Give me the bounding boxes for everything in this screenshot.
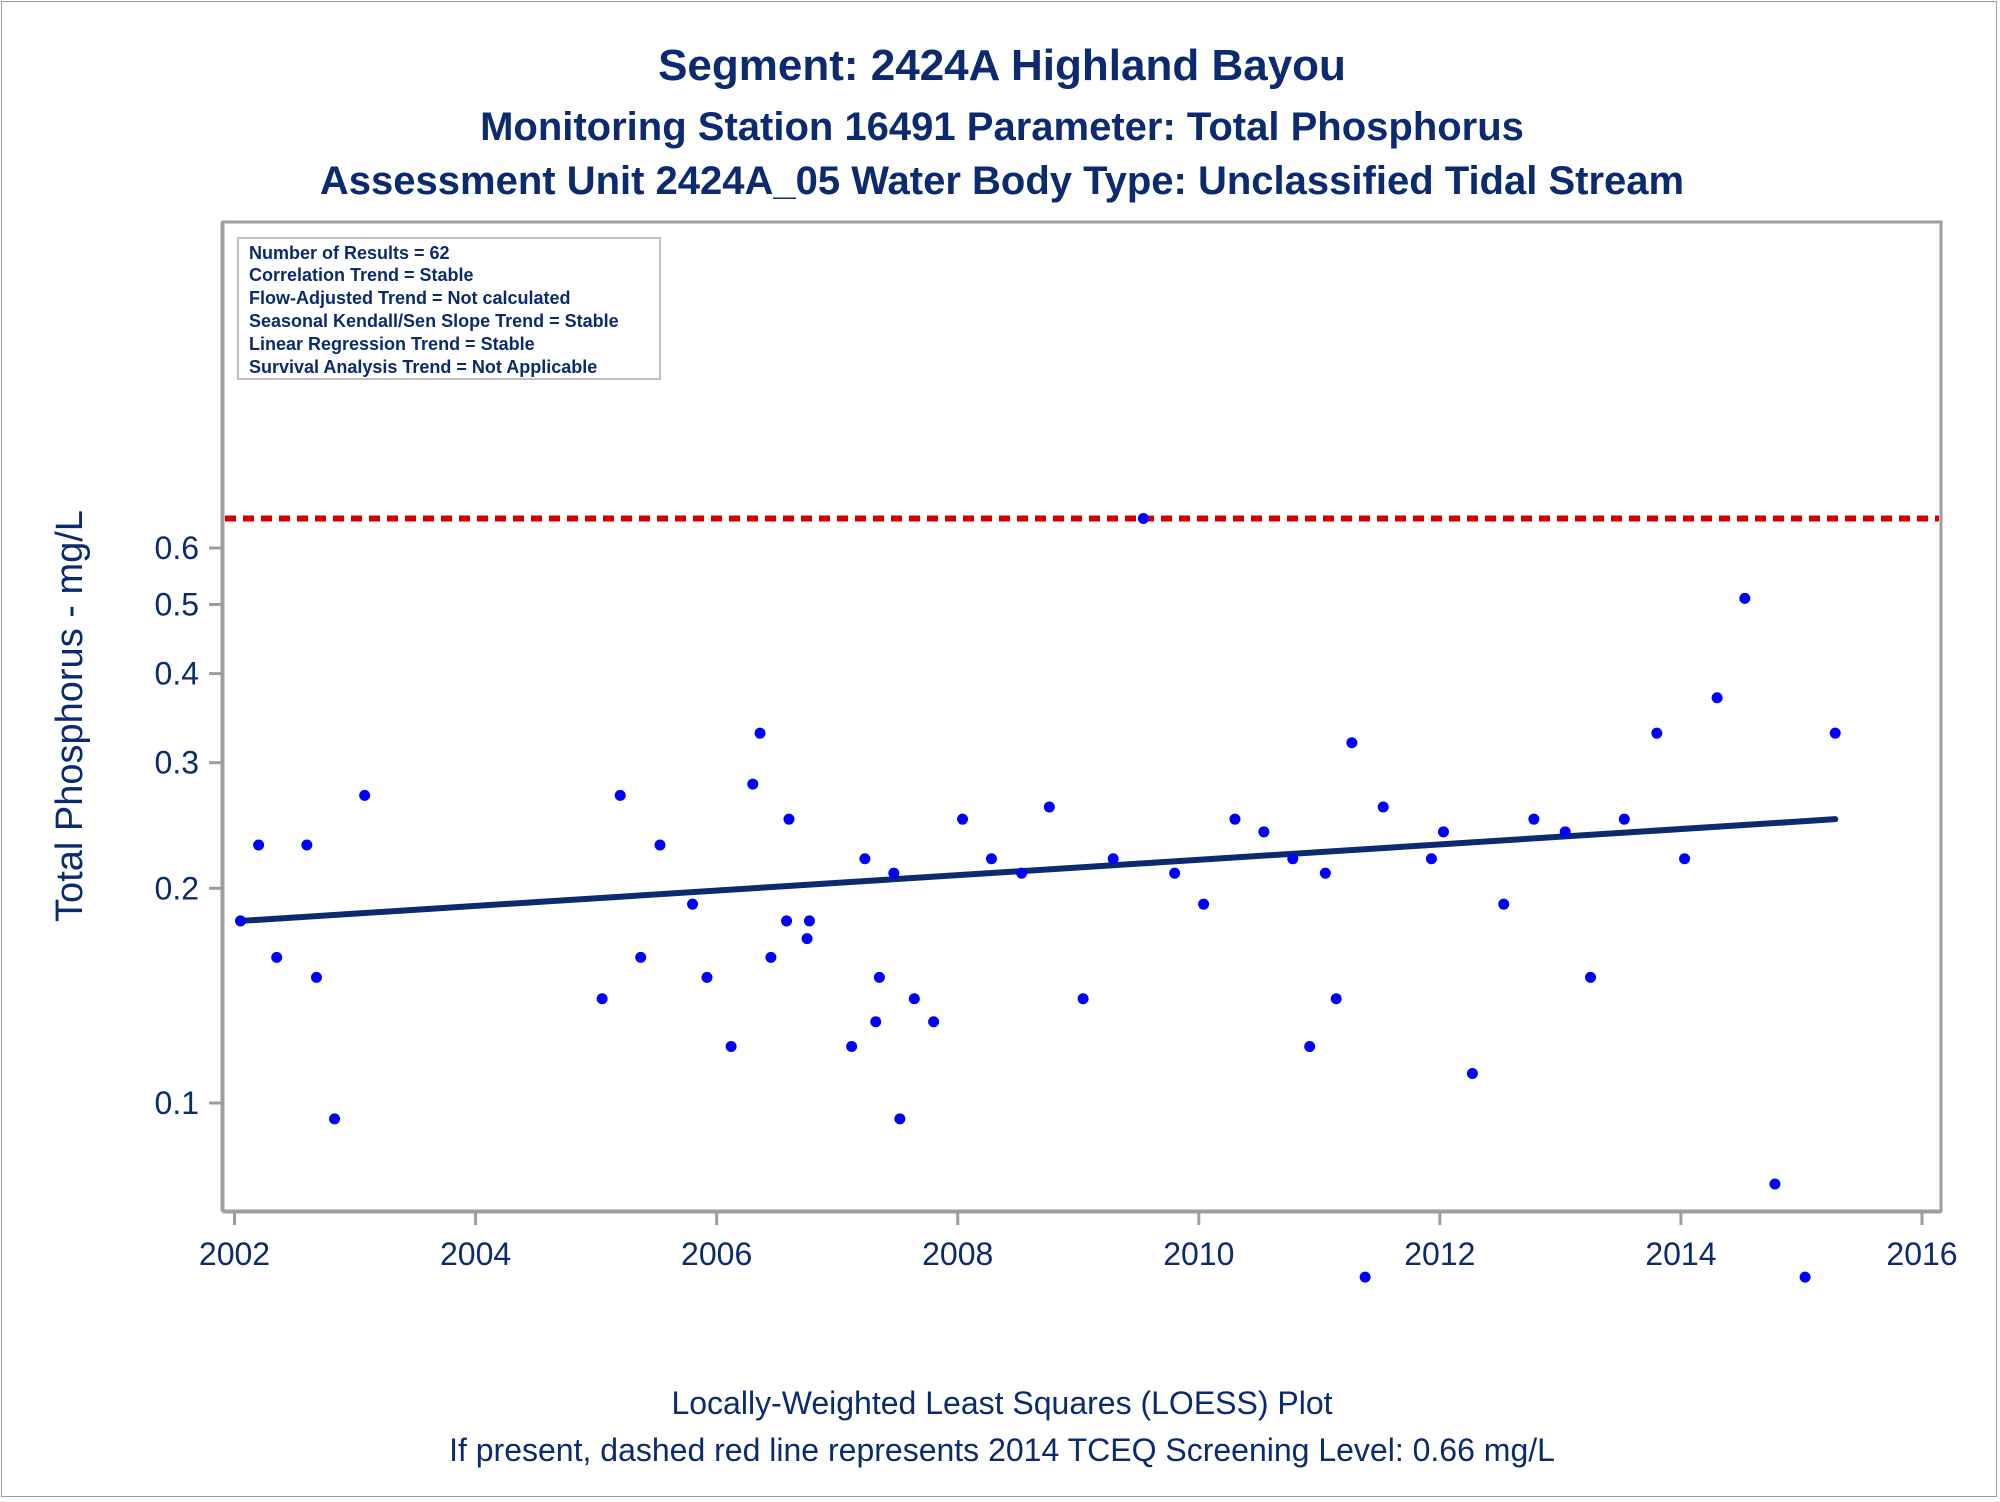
data-point	[1651, 727, 1663, 739]
data-point	[1618, 813, 1630, 825]
data-point	[888, 867, 900, 879]
data-point	[765, 951, 777, 963]
data-point	[1077, 993, 1089, 1005]
data-point	[1169, 867, 1181, 879]
data-point	[1229, 813, 1241, 825]
x-tick-label: 2014	[1645, 1236, 1716, 1272]
x-axis: 2002 2004 2006 2008 2010 2012 2014 2016	[199, 1210, 1958, 1272]
data-point	[1287, 853, 1299, 865]
data-point	[783, 813, 795, 825]
data-point	[235, 915, 247, 927]
data-point	[1304, 1041, 1316, 1053]
data-point	[873, 971, 885, 983]
trend-info-line: Linear Regression Trend = Stable	[249, 334, 535, 354]
data-point	[908, 993, 920, 1005]
y-axis-label: Total Phosphorus - mg/L	[49, 510, 91, 922]
data-point	[329, 1113, 341, 1125]
trend-info-line: Number of Results = 62	[249, 243, 450, 263]
trend-info-box: Number of Results = 62 Correlation Trend…	[237, 237, 661, 380]
trend-info-line: Seasonal Kendall/Sen Slope Trend = Stabl…	[249, 311, 619, 331]
x-tick-label: 2012	[1404, 1236, 1475, 1272]
data-point	[754, 727, 766, 739]
x-tick-label: 2008	[922, 1236, 993, 1272]
data-point	[1377, 801, 1389, 813]
data-point	[1425, 853, 1437, 865]
data-point	[1769, 1178, 1781, 1190]
data-point	[359, 789, 371, 801]
data-point	[1258, 826, 1270, 838]
data-point	[1137, 512, 1149, 524]
y-tick-label: 0.1	[155, 1085, 199, 1121]
data-point	[801, 933, 813, 945]
data-point	[957, 813, 969, 825]
chart-title: Segment: 2424A Highland Bayou	[658, 41, 1346, 90]
y-tick-label: 0.4	[155, 656, 199, 692]
data-point	[1198, 898, 1210, 910]
data-point	[894, 1113, 906, 1125]
data-point	[1437, 826, 1449, 838]
data-point	[654, 839, 666, 851]
data-point	[253, 839, 265, 851]
data-point	[1346, 737, 1358, 749]
data-point	[687, 898, 699, 910]
x-tick-label: 2016	[1886, 1236, 1957, 1272]
data-point	[271, 951, 283, 963]
data-point	[1498, 898, 1510, 910]
data-point	[781, 915, 793, 927]
chart-subtitle-1: Monitoring Station 16491 Parameter: Tota…	[480, 105, 1524, 149]
y-axis: 0.1 0.2 0.3 0.4 0.5 0.6	[155, 222, 224, 1211]
x-tick-label: 2004	[440, 1236, 511, 1272]
data-point	[747, 778, 759, 790]
data-point	[1528, 813, 1540, 825]
data-point	[928, 1016, 940, 1028]
data-point	[846, 1041, 858, 1053]
footnote-loess: Locally-Weighted Least Squares (LOESS) P…	[671, 1385, 1332, 1421]
y-tick-label: 0.5	[155, 586, 199, 622]
data-series	[225, 512, 1939, 1283]
footnote-screening-level: If present, dashed red line represents 2…	[449, 1432, 1555, 1468]
data-point	[1016, 867, 1028, 879]
data-point	[1330, 993, 1342, 1005]
data-point	[1043, 801, 1055, 813]
data-point	[614, 789, 626, 801]
trend-line	[237, 816, 1839, 924]
data-point	[1711, 692, 1723, 704]
data-point	[1829, 727, 1841, 739]
data-point	[635, 951, 647, 963]
trend-info-line: Correlation Trend = Stable	[249, 265, 474, 285]
data-point	[1679, 853, 1691, 865]
y-tick-label: 0.3	[155, 745, 199, 781]
data-point	[301, 839, 313, 851]
data-point	[1559, 826, 1571, 838]
data-point	[596, 993, 608, 1005]
data-point	[1319, 867, 1331, 879]
data-point	[859, 853, 871, 865]
x-tick-label: 2002	[199, 1236, 270, 1272]
trend-info-line: Survival Analysis Trend = Not Applicable	[249, 357, 597, 377]
chart-subtitle-2: Assessment Unit 2424A_05 Water Body Type…	[320, 159, 1684, 203]
y-tick-label: 0.2	[155, 870, 199, 906]
data-point	[985, 853, 997, 865]
data-point	[1107, 853, 1119, 865]
trend-info-line: Flow-Adjusted Trend = Not calculated	[249, 288, 571, 308]
data-point	[1799, 1271, 1811, 1283]
x-tick-label: 2006	[681, 1236, 752, 1272]
y-tick-label: 0.6	[155, 530, 199, 566]
x-tick-label: 2010	[1163, 1236, 1234, 1272]
data-point	[1585, 971, 1597, 983]
data-point	[803, 915, 815, 927]
data-point	[725, 1041, 737, 1053]
data-point	[310, 971, 322, 983]
data-point	[870, 1016, 882, 1028]
data-point	[1739, 592, 1751, 604]
data-point	[1466, 1067, 1478, 1079]
trend-info-box-border	[237, 237, 661, 380]
data-point	[1359, 1271, 1371, 1283]
data-point	[701, 971, 713, 983]
